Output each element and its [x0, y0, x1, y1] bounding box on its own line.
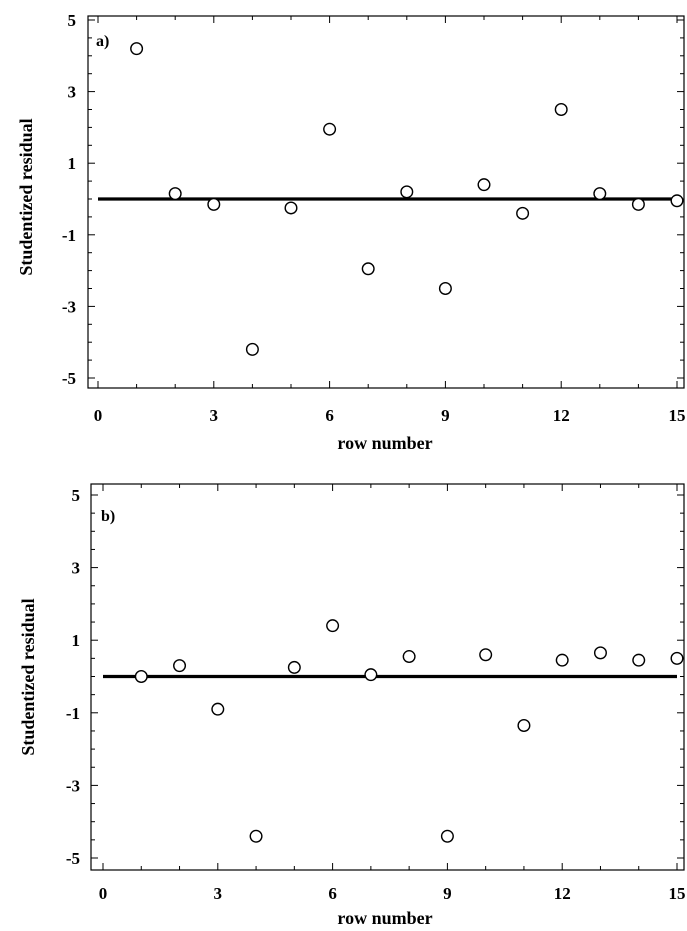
data-point	[440, 829, 454, 843]
data-point	[670, 651, 684, 665]
data-point	[670, 194, 684, 208]
data-point	[477, 178, 491, 192]
y-tick-label: 1	[72, 631, 81, 650]
data-point	[323, 122, 337, 136]
x-tick-label: 3	[210, 406, 219, 425]
data-point	[555, 653, 569, 667]
plot-frame	[87, 15, 685, 389]
data-point	[134, 670, 148, 684]
data-point	[479, 648, 493, 662]
x-axis-label: row number	[337, 908, 432, 928]
y-tick-label: 3	[68, 83, 77, 102]
data-point	[516, 206, 530, 220]
x-tick-label: 15	[669, 406, 686, 425]
y-tick-label: -5	[62, 369, 76, 388]
x-tick-label: 3	[214, 884, 223, 903]
x-axis-label: row number	[337, 433, 432, 453]
x-tick-label: 9	[441, 406, 450, 425]
y-tick-label: 5	[68, 11, 77, 30]
y-axis-label: Studentized residual	[18, 598, 38, 755]
data-point	[173, 659, 187, 673]
x-tick-labels: 0 3 6 9 12 15	[94, 406, 686, 425]
x-tick-label: 6	[328, 884, 337, 903]
y-tick-label: 1	[68, 154, 77, 173]
y-tick-label: -5	[66, 849, 80, 868]
panel-label: a)	[96, 33, 109, 50]
data-point	[211, 702, 225, 716]
residual-plot-a: 0 3 6 9 12 15 5 3 1 -1 -3 -5 a) row number Student…	[16, 11, 686, 453]
data-point	[593, 646, 607, 660]
data-point	[593, 187, 607, 201]
data-point	[517, 719, 531, 733]
data-point	[168, 187, 182, 201]
data-point	[245, 342, 259, 356]
data-point	[554, 102, 568, 116]
y-axis-label: Studentized residual	[16, 118, 36, 275]
y-tick-labels: 5 3 1 -1 -3 -5	[62, 11, 76, 388]
data-point	[287, 660, 301, 674]
y-tick-labels: 5 3 1 -1 -3 -5	[66, 486, 80, 868]
x-tick-label: 0	[94, 406, 103, 425]
x-tick-label: 15	[669, 884, 686, 903]
x-tick-label: 12	[553, 406, 570, 425]
data-points	[130, 42, 684, 356]
data-point	[402, 650, 416, 664]
y-tick-label: -1	[66, 704, 80, 723]
data-point	[326, 619, 340, 633]
x-tick-label: 0	[99, 884, 108, 903]
residual-plot-b: 0 3 6 9 12 15 5 3 1 -1 -3 -5 b) row number Student…	[18, 483, 686, 928]
data-point	[130, 42, 144, 56]
data-point	[400, 185, 414, 199]
tick-marks	[91, 484, 684, 870]
data-point	[361, 262, 375, 276]
tick-marks	[88, 16, 684, 388]
data-point	[207, 197, 221, 211]
data-point	[284, 201, 298, 215]
data-points	[134, 619, 684, 843]
panel-label: b)	[101, 508, 115, 525]
data-point	[438, 282, 452, 296]
y-tick-label: -1	[62, 226, 76, 245]
x-tick-labels: 0 3 6 9 12 15	[99, 884, 686, 903]
data-point	[249, 829, 263, 843]
x-tick-label: 12	[554, 884, 571, 903]
data-point	[631, 197, 645, 211]
y-tick-label: -3	[62, 297, 76, 316]
x-tick-label: 6	[325, 406, 334, 425]
x-tick-label: 9	[443, 884, 452, 903]
y-tick-label: 3	[72, 559, 81, 578]
data-point	[632, 653, 646, 667]
y-tick-label: -3	[66, 776, 80, 795]
y-tick-label: 5	[72, 486, 81, 505]
data-point	[364, 668, 378, 682]
